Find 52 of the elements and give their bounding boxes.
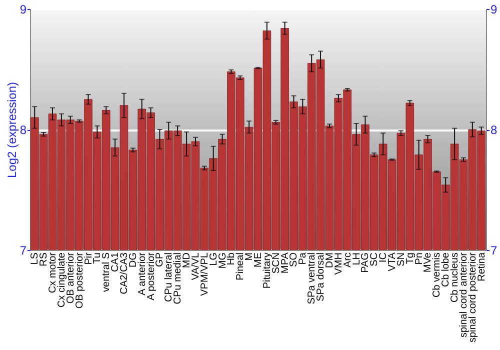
x-tick-label: A anterior [136,252,148,296]
x-tick-label: CA1 [110,252,122,272]
x-tick-label: SC [369,252,380,266]
x-tick-label: Hb [226,252,238,266]
x-tick-label: PAG [360,252,372,273]
x-tick-label: GP [154,252,166,267]
x-tick-label: MVe [422,252,434,273]
x-tick-label: IC [378,252,390,262]
x-tick-label: spinal cord posterior [467,252,478,343]
x-tick-label: Cb nucleus [450,252,461,303]
x-tick-label: ME [253,252,264,268]
x-tick-label: VMH [333,252,344,275]
x-tick-label: VA/VL [190,252,202,280]
y2-tick-label: 8 [490,123,498,137]
x-tick-label: LG [208,252,220,266]
x-tick-label: Pineal [235,252,246,280]
x-tick-label: A posterior [146,252,157,300]
x-tick-label: MPA [280,252,291,274]
x-tick-label: Tu [92,252,104,264]
x-tick-label: spinal cord anterior [458,252,470,338]
x-tick-label: OB anterior [65,252,76,304]
y-tick-label: 8 [20,123,27,137]
y-tick-label: 9 [20,2,27,16]
x-tick-label: DM [324,252,336,268]
x-tick-label: VPM/VPL [199,252,210,296]
y2-tick-label: 9 [490,2,498,16]
x-tick-label: Tg [404,252,416,264]
x-tick-label: SCN [270,252,282,274]
x-tick-label: Pituitary [262,252,273,289]
x-tick-label: Pa [298,252,309,265]
x-tick-label: Cx cingulate [56,252,68,308]
x-tick-label: DG [128,252,139,268]
x-tick-label: LS [30,252,41,265]
x-tick-label: RS [38,252,50,266]
x-tick-label: Pir [83,252,94,265]
x-tick-label: Cb lobe [440,252,452,287]
x-tick-label: M [244,252,256,261]
x-tick-label: OB posterior [74,252,86,309]
x-tick-label: CPu medial [172,252,184,304]
y-tick-label: 7 [20,244,27,258]
x-tick-label: VTA [387,252,398,272]
x-tick-label: SO [288,252,300,267]
x-tick-label: Retina [476,252,488,282]
x-tick-label: Arc [342,252,354,268]
x-tick-label: LH [351,252,362,266]
x-tick-label: Pn [414,252,425,265]
x-tick-label: SPa dorsal [316,252,327,302]
y-axis-title: Log2 (expression) [4,82,19,178]
x-tick-label: ventral S [101,252,112,292]
x-tick-label: CA2/CA3 [118,252,130,294]
x-tick-label: SN [396,252,407,266]
y2-tick-label: 7 [490,244,498,258]
